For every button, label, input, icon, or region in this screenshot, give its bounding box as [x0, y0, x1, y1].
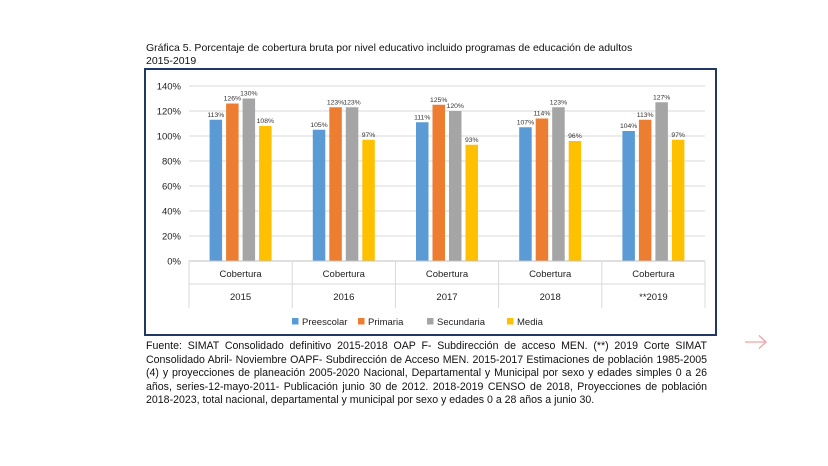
data-label: 107%	[517, 119, 534, 126]
arrow-right-icon[interactable]	[744, 334, 768, 350]
data-label: 104%	[620, 123, 637, 130]
data-label: 114%	[534, 111, 551, 118]
data-label: 130%	[240, 91, 257, 98]
bar-media	[465, 144, 478, 261]
y-tick-label: 0%	[167, 257, 181, 268]
x-year-label: 2016	[333, 292, 354, 303]
x-category-label: Cobertura	[219, 269, 262, 280]
bar-preescolar	[209, 119, 223, 261]
bar-primaria	[432, 104, 445, 261]
x-year-label: 2015	[230, 292, 251, 303]
legend-label: Preescolar	[302, 317, 347, 328]
legend-swatch-secundaria	[427, 318, 434, 325]
legend-swatch-media	[507, 318, 514, 325]
bar-primaria	[226, 103, 239, 261]
x-category-label: Cobertura	[632, 269, 675, 280]
legend-swatch-preescolar	[292, 318, 299, 325]
data-label: 93%	[465, 137, 479, 144]
bar-secundaria	[655, 102, 668, 261]
data-label: 113%	[637, 112, 654, 119]
y-tick-label: 80%	[162, 157, 182, 168]
x-year-label: **2019	[639, 292, 668, 303]
y-tick-label: 120%	[157, 107, 182, 118]
data-label: 97%	[671, 132, 685, 139]
bar-media	[259, 126, 272, 261]
bar-primaria	[638, 119, 652, 261]
data-label: 126%	[224, 96, 241, 103]
x-year-label: 2018	[540, 292, 561, 303]
figure-title-line-2: 2015-2019	[146, 55, 197, 67]
bar-media	[362, 139, 375, 261]
bar-secundaria	[242, 98, 256, 261]
bar-preescolar	[312, 129, 326, 261]
data-label: 123%	[343, 99, 360, 106]
bar-secundaria	[345, 107, 359, 261]
bar-primaria	[329, 107, 342, 261]
legend-label: Secundaria	[437, 317, 486, 328]
bar-secundaria	[552, 107, 565, 261]
bar-preescolar	[622, 131, 635, 261]
legend-label: Primaria	[368, 317, 404, 328]
legend-swatch-primaria	[358, 318, 365, 325]
data-label: 120%	[447, 103, 464, 110]
data-label: 123%	[550, 99, 567, 106]
y-tick-label: 60%	[162, 182, 182, 193]
x-year-label: 2017	[436, 292, 457, 303]
y-tick-label: 40%	[162, 207, 182, 218]
y-tick-label: 20%	[162, 232, 182, 243]
bar-preescolar	[519, 127, 532, 261]
figure-title-line-1: Gráfica 5. Porcentaje de cobertura bruta…	[146, 42, 633, 54]
data-label: 125%	[430, 97, 447, 104]
figure-title: Gráfica 5. Porcentaje de cobertura bruta…	[146, 42, 706, 68]
y-tick-label: 100%	[157, 132, 182, 143]
x-category-label: Cobertura	[323, 269, 366, 280]
data-label: 113%	[207, 112, 224, 119]
bar-chart: 0% 20% 40% 60% 80% 100% 120% 140% 113% 105% 111% 10…	[157, 82, 706, 328]
source-note: Fuente: SIMAT Consolidado definitivo 201…	[146, 340, 707, 407]
data-label: 105%	[310, 122, 327, 129]
data-label: 97%	[362, 132, 376, 139]
bar-primaria	[535, 118, 549, 261]
y-tick-label: 140%	[157, 82, 182, 93]
data-label: 127%	[653, 94, 670, 101]
legend-label: Media	[517, 317, 544, 328]
bar-preescolar	[416, 122, 429, 261]
data-label: 123%	[327, 99, 344, 106]
bar-media	[568, 141, 582, 261]
x-category-label: Cobertura	[529, 269, 572, 280]
data-label: 108%	[257, 118, 274, 125]
x-category-label: Cobertura	[426, 269, 469, 280]
data-label: 111%	[414, 114, 430, 121]
bar-media	[671, 139, 685, 261]
data-label: 96%	[568, 133, 582, 140]
chart-frame: 0% 20% 40% 60% 80% 100% 120% 140% 113% 105% 111% 10…	[144, 68, 717, 336]
bar-secundaria	[449, 111, 462, 261]
